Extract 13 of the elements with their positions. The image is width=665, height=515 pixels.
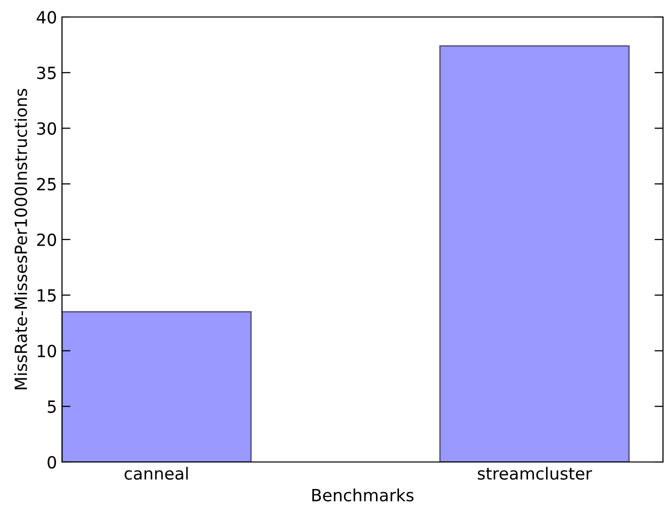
y-tick-label: 5 (48, 400, 56, 413)
x-tick-label: streamcluster (478, 466, 592, 480)
y-tick-label: 30 (37, 122, 56, 135)
y-tick-label: 35 (37, 66, 56, 80)
x-tick-label: canneal (124, 466, 188, 480)
y-tick-label: 0 (48, 456, 56, 469)
y-tick-label: 40 (36, 10, 56, 24)
y-tick-label: 10 (38, 344, 56, 358)
y-tick-label: 15 (38, 289, 56, 302)
x-axis-title: Benchmarks (312, 488, 414, 502)
y-axis-title: MissRate-MissesPer1000Instructions (14, 88, 28, 390)
y-tick-label: 20 (37, 233, 56, 246)
y-tick-label: 25 (37, 178, 56, 190)
